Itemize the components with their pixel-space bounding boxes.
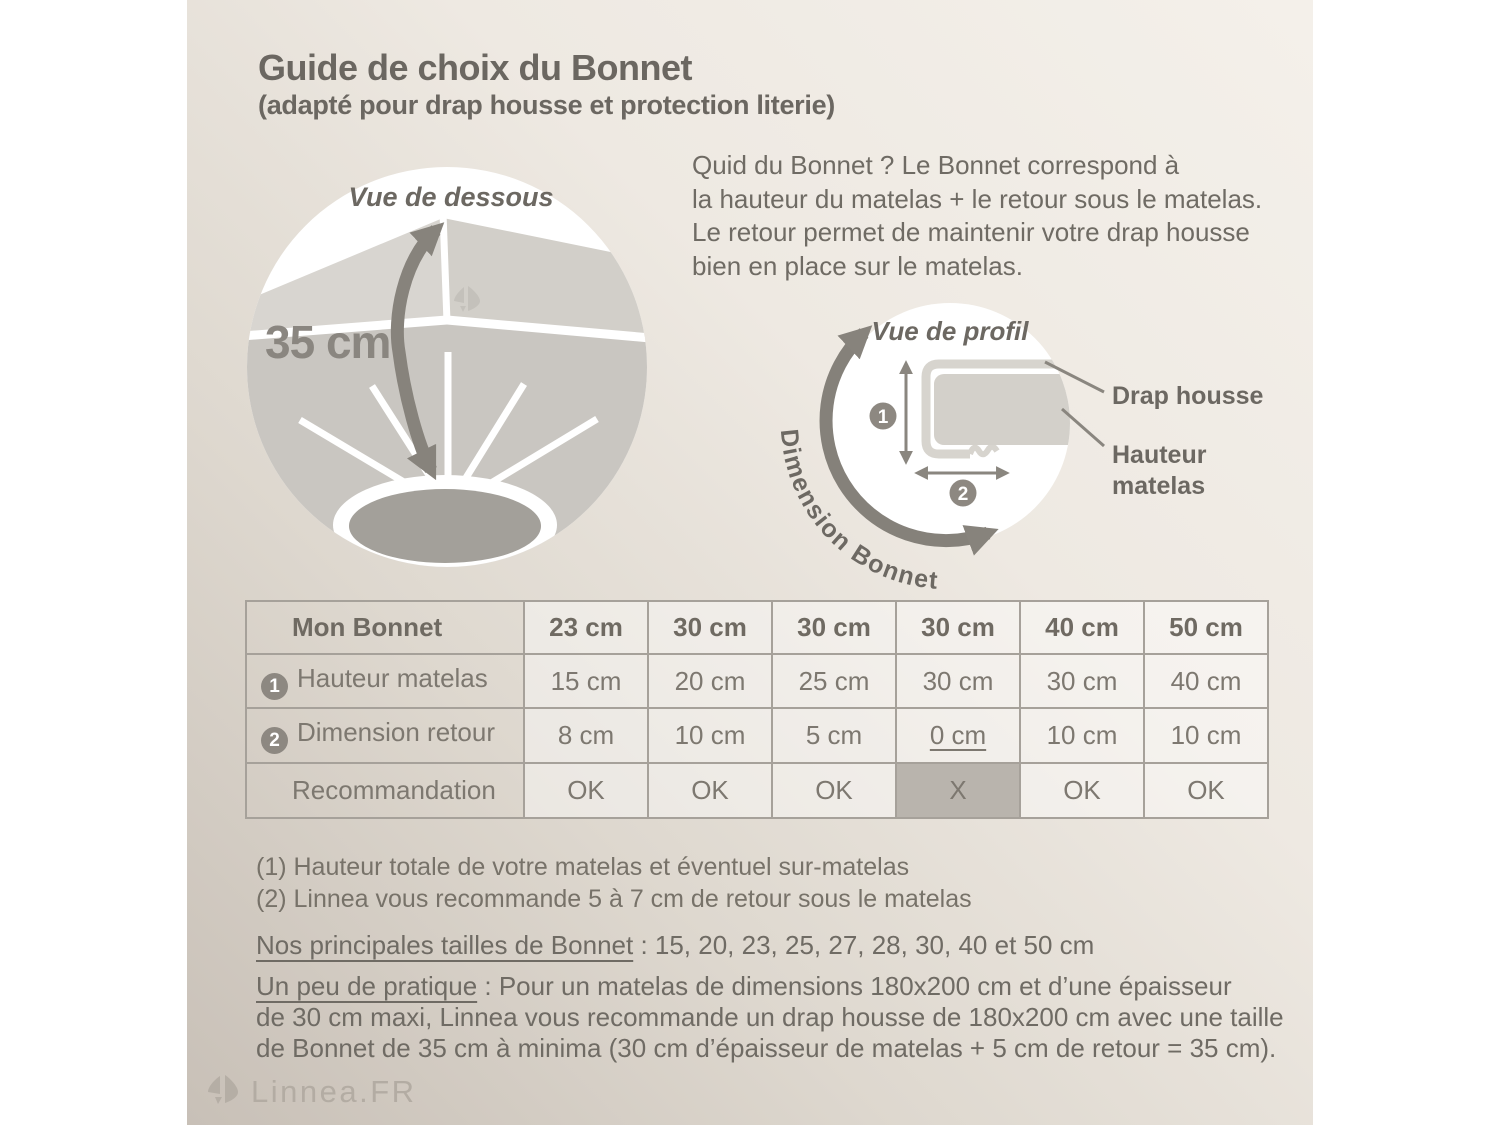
practice-text: : Pour un matelas de dimensions 180x200 … <box>477 971 1232 1001</box>
table-cell: 0 cm <box>895 707 1021 764</box>
table-cell: 10 cm <box>1143 707 1269 764</box>
row-label-cell: 2 Dimension retour <box>245 707 525 764</box>
practice-line: de Bonnet de 35 cm à minima (30 cm d’épa… <box>256 1033 1277 1063</box>
intro-paragraph: Quid du Bonnet ? Le Bonnet correspond à … <box>692 149 1262 283</box>
row-label-cell: 1 Hauteur matelas <box>245 653 525 709</box>
brand-name: Linnea.FR <box>251 1074 417 1109</box>
bonnet-table: Mon Bonnet 23 cm 30 cm 30 cm 30 cm 40 cm… <box>245 600 1269 819</box>
page-title: Guide de choix du Bonnet <box>258 47 693 88</box>
header-cell: Mon Bonnet <box>245 600 525 655</box>
logo-icon <box>208 1075 238 1104</box>
table-cell: 40 cm <box>1143 653 1269 709</box>
intro-line: Quid du Bonnet ? Le Bonnet correspond à <box>692 150 1180 180</box>
table-header-row: Mon Bonnet 23 cm 30 cm 30 cm 30 cm 40 cm… <box>245 600 1269 655</box>
sheet-label: Drap housse <box>1112 382 1264 410</box>
table-cell: 10 cm <box>1019 707 1145 764</box>
practice-label: Un peu de pratique <box>256 971 478 1001</box>
row-label: Dimension retour <box>297 717 495 747</box>
table-cell: 15 cm <box>523 653 649 709</box>
footnotes: (1) Hauteur totale de votre matelas et é… <box>256 851 972 915</box>
intro-line: Le retour permet de maintenir votre drap… <box>692 217 1250 247</box>
header-cell: 30 cm <box>771 600 897 655</box>
sizes-label: Nos principales tailles de Bonnet <box>256 930 634 960</box>
brand-logo: Linnea.FR <box>205 1068 417 1110</box>
header-cell: 30 cm <box>647 600 773 655</box>
table-row: 2 Dimension retour 8 cm 10 cm 5 cm 0 cm 1… <box>245 707 1269 764</box>
header-cell: 50 cm <box>1143 600 1269 655</box>
table-cell: OK <box>647 762 773 819</box>
table-cell: 5 cm <box>771 707 897 764</box>
table-cell: OK <box>1143 762 1269 819</box>
practice-line: Un peu de pratique : Pour un matelas de … <box>256 971 1284 1002</box>
table-cell: OK <box>523 762 649 819</box>
badge-1: 1 <box>261 672 288 700</box>
table-cell: OK <box>1019 762 1145 819</box>
mattress-height-label: Hauteur matelas <box>1112 441 1207 500</box>
row-label-cell: Recommandation <box>245 762 525 819</box>
table-row: Recommandation OK OK OK X OK OK <box>245 762 1269 819</box>
sizes-values: : 15, 20, 23, 25, 27, 28, 30, 40 et 50 c… <box>633 930 1095 960</box>
practice-line: de 30 cm maxi, Linnea vous recommande un… <box>256 1002 1284 1032</box>
intro-line: la hauteur du matelas + le retour sous l… <box>692 183 1263 214</box>
table-cell: OK <box>771 762 897 819</box>
row-label: Hauteur matelas <box>297 662 488 693</box>
footnote-line: (1) Hauteur totale de votre matelas et é… <box>256 853 910 881</box>
footnote-line: (2) Linnea vous recommande 5 à 7 cm de r… <box>256 885 972 913</box>
table-cell: 8 cm <box>523 707 649 764</box>
underlined-value: 0 cm <box>929 720 987 750</box>
sizes-line: Nos principales tailles de Bonnet : 15, … <box>256 930 1094 961</box>
header-cell: 40 cm <box>1019 600 1145 655</box>
table-cell: 30 cm <box>895 653 1021 709</box>
table-cell: 30 cm <box>1019 653 1145 709</box>
page-subtitle: (adapté pour drap housse et protection l… <box>258 90 835 120</box>
table-cell: 25 cm <box>771 653 897 709</box>
header-cell: 23 cm <box>523 600 649 655</box>
table-row: 1 Hauteur matelas 15 cm 20 cm 25 cm 30 cm… <box>245 653 1269 709</box>
badge-2: 2 <box>261 727 288 754</box>
header-cell: 30 cm <box>895 600 1021 655</box>
table-cell: 10 cm <box>647 707 773 764</box>
table-cell: 20 cm <box>647 653 773 709</box>
practice-paragraph: Un peu de pratique : Pour un matelas de … <box>256 971 1284 1064</box>
intro-line: bien en place sur le matelas. <box>692 250 1023 281</box>
not-recommended-cell: X <box>895 762 1021 819</box>
